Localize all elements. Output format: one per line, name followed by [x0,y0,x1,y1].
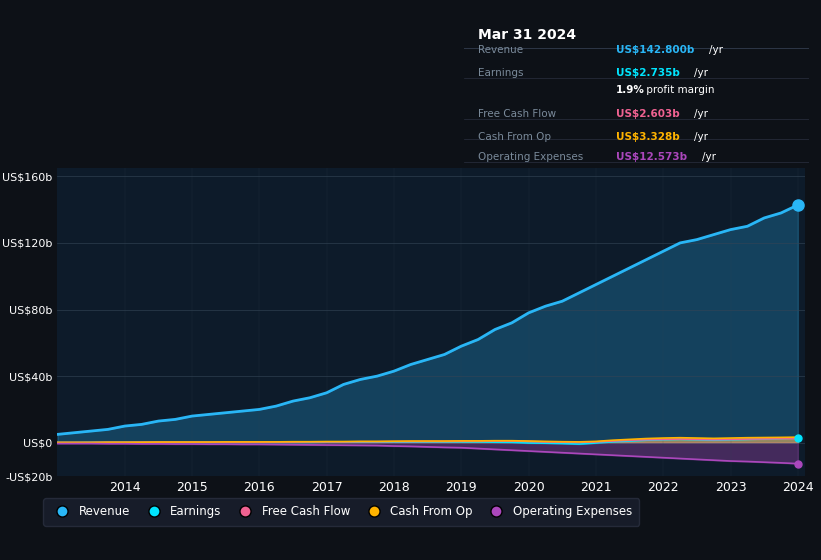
Text: Operating Expenses: Operating Expenses [478,152,583,162]
Text: Earnings: Earnings [478,68,523,78]
Text: /yr: /yr [702,152,716,162]
Text: /yr: /yr [695,132,709,142]
Text: US$2.603b: US$2.603b [616,109,679,119]
Text: US$2.735b: US$2.735b [616,68,680,78]
Text: US$3.328b: US$3.328b [616,132,679,142]
Text: US$142.800b: US$142.800b [616,45,694,55]
Legend: Revenue, Earnings, Free Cash Flow, Cash From Op, Operating Expenses: Revenue, Earnings, Free Cash Flow, Cash … [44,498,640,525]
Text: Cash From Op: Cash From Op [478,132,551,142]
Text: Revenue: Revenue [478,45,523,55]
Text: /yr: /yr [709,45,723,55]
Text: /yr: /yr [695,109,709,119]
Text: US$12.573b: US$12.573b [616,152,686,162]
Text: Mar 31 2024: Mar 31 2024 [478,28,576,42]
Text: /yr: /yr [695,68,709,78]
Text: profit margin: profit margin [643,85,714,95]
Text: Free Cash Flow: Free Cash Flow [478,109,556,119]
Text: 1.9%: 1.9% [616,85,644,95]
